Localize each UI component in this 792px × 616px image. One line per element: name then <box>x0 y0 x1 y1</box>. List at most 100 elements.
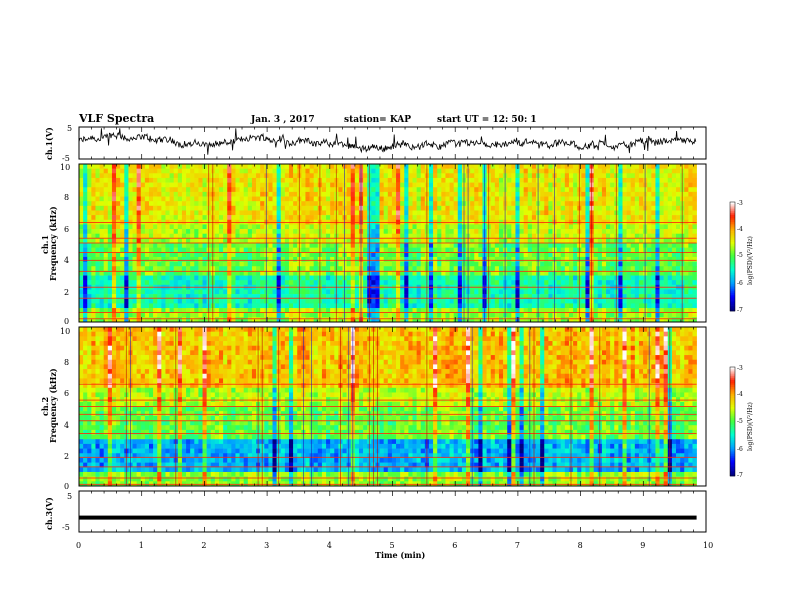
spectrogram-cell <box>273 303 277 308</box>
spectrogram-cell <box>635 229 639 234</box>
spectrogram-cell <box>474 206 478 211</box>
spectrogram-cell <box>351 266 355 271</box>
spectrogram-cell <box>244 183 248 188</box>
spectrogram-cell <box>445 252 449 257</box>
spectrogram-cell <box>244 164 248 169</box>
spectrogram-cell <box>668 215 672 220</box>
spectrogram-cell <box>161 169 165 174</box>
spectrogram-cell <box>190 192 194 197</box>
spectrogram-cell <box>520 289 524 294</box>
spectrogram-cell <box>408 229 412 234</box>
spectrogram-cell <box>627 280 631 285</box>
spectrogram-cell <box>87 173 91 178</box>
spectrogram-cell <box>235 183 239 188</box>
spectrogram-cell <box>281 192 285 197</box>
spectrogram-cell <box>660 183 664 188</box>
spectrogram-cell <box>244 192 248 197</box>
spectrogram-cell <box>507 262 511 267</box>
spectrogram-cell <box>157 164 161 169</box>
spectrogram-cell <box>610 243 614 248</box>
spectrogram-cell <box>223 215 227 220</box>
spectrogram-cell <box>235 215 239 220</box>
spectrogram-cell <box>178 164 182 169</box>
spectrogram-cell <box>124 206 128 211</box>
spectrogram-cell <box>260 215 264 220</box>
spectrogram-cell <box>203 289 207 294</box>
spectrogram-cell <box>408 299 412 304</box>
spectrogram-cell <box>660 224 664 229</box>
spectrogram-cell <box>149 206 153 211</box>
spectrogram-cell <box>174 243 178 248</box>
spectrogram-cell <box>301 243 305 248</box>
spectrogram-cell <box>194 257 198 262</box>
spectrogram-cell <box>289 299 293 304</box>
spectrogram-cell <box>338 173 342 178</box>
spectrogram-cell <box>528 173 532 178</box>
spectrogram-cell <box>363 276 367 281</box>
spectrogram-cell <box>445 197 449 202</box>
spectrogram-cell <box>120 276 124 281</box>
spectrogram-cell <box>219 173 223 178</box>
spectrogram-cell <box>91 192 95 197</box>
spectrogram-cell <box>454 169 458 174</box>
spectrogram-cell <box>219 289 223 294</box>
ch1-waveform-panel: 5 -5 ch.1(V) <box>44 124 706 163</box>
spectrogram-cell <box>421 178 425 183</box>
spectrogram-cell <box>215 206 219 211</box>
spectrogram-cell <box>149 262 153 267</box>
spectrogram-cell <box>660 192 664 197</box>
spectrogram-cell <box>561 280 565 285</box>
spectrogram-cell <box>544 183 548 188</box>
spectrogram-cell <box>598 303 602 308</box>
spectrogram-cell <box>598 224 602 229</box>
spectrogram-cell <box>363 215 367 220</box>
spectrogram-cell <box>520 262 524 267</box>
spectrogram-cell <box>664 206 668 211</box>
spectrogram-cell <box>186 183 190 188</box>
spectrogram-cell <box>79 229 83 234</box>
spectrogram-cell <box>474 187 478 192</box>
spectrogram-cell <box>692 206 696 211</box>
spectrogram-cell <box>454 164 458 169</box>
spectrogram-cell <box>314 313 318 318</box>
spectrogram-cell <box>112 252 116 257</box>
spectrogram-cell <box>91 289 95 294</box>
spectrogram-cell <box>408 262 412 267</box>
spectrogram-cell <box>326 169 330 174</box>
spectrogram-cell <box>524 248 528 253</box>
spectrogram-cell <box>145 252 149 257</box>
spectrogram-cell <box>215 252 219 257</box>
spectrogram-cell <box>375 303 379 308</box>
spectrogram-cell <box>544 280 548 285</box>
spectrogram-cell <box>540 257 544 262</box>
spectrogram-cell <box>182 206 186 211</box>
spectrogram-cell <box>433 280 437 285</box>
spectrogram-cell <box>244 173 248 178</box>
spectrogram-cell <box>149 280 153 285</box>
spectrogram-cell <box>569 266 573 271</box>
spectrogram-cell <box>618 197 622 202</box>
spectrogram-cell <box>273 215 277 220</box>
spectrogram-cell <box>664 215 668 220</box>
spectrogram-cell <box>557 303 561 308</box>
spectrogram-cell <box>219 187 223 192</box>
spectrogram-cell <box>664 257 668 262</box>
spectrogram-cell <box>273 229 277 234</box>
spectrogram-cell <box>355 299 359 304</box>
spectrogram-cell <box>499 210 503 215</box>
spectrogram-cell <box>198 164 202 169</box>
spectrogram-cell <box>660 206 664 211</box>
spectrogram-cell <box>79 197 83 202</box>
spectrogram-cell <box>585 169 589 174</box>
spectrogram-cell <box>635 257 639 262</box>
spectrogram-cell <box>112 303 116 308</box>
spectrogram-cell <box>404 192 408 197</box>
spectrogram-cell <box>174 257 178 262</box>
spectrogram-cell <box>602 187 606 192</box>
spectrogram-cell <box>178 266 182 271</box>
spectrogram-cell <box>585 243 589 248</box>
spectrogram-cell <box>429 229 433 234</box>
spectrogram-cell <box>627 169 631 174</box>
spectrogram-cell <box>285 303 289 308</box>
spectrogram-cell <box>594 206 598 211</box>
